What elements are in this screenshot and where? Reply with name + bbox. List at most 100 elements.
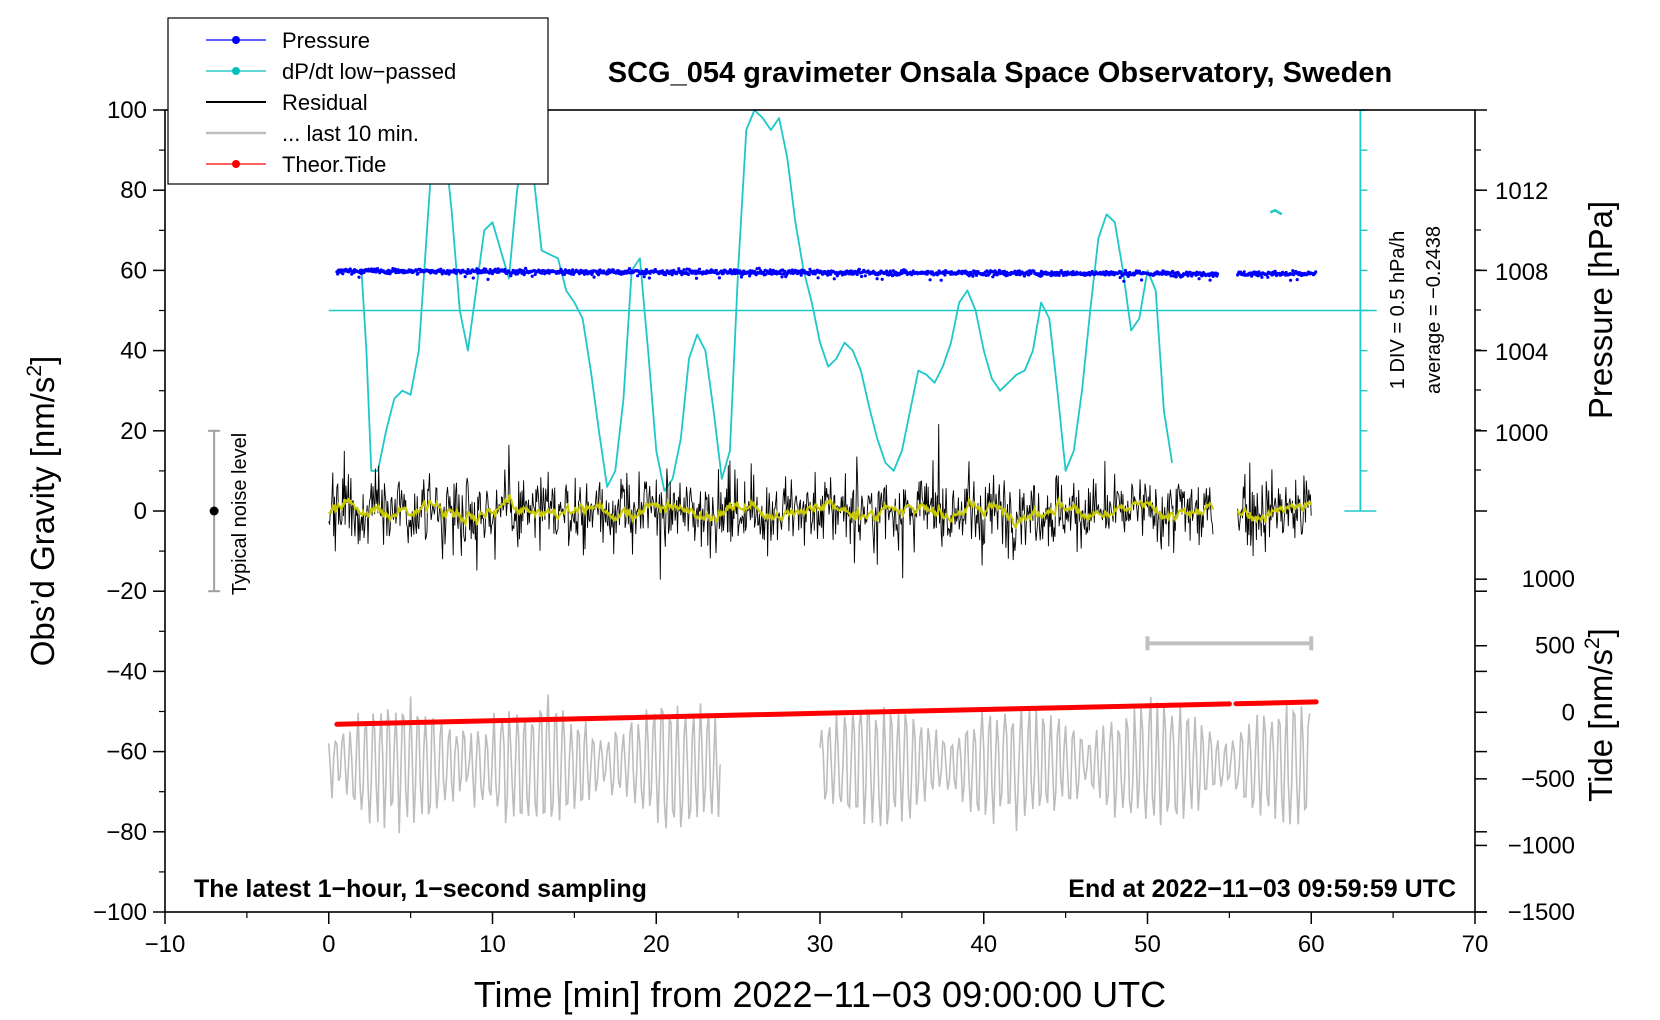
pressure-point [1174, 275, 1178, 279]
y-axis-label-tide-text: Tide [nm/s [1582, 649, 1619, 802]
residual-smoothed-line [1236, 501, 1313, 525]
pressure-point [1022, 274, 1026, 278]
x-tick-label: 60 [1298, 931, 1325, 958]
tide-series-line [334, 701, 1232, 727]
pressure-point [341, 272, 345, 276]
pressure-point [863, 274, 867, 278]
pressure-point [738, 269, 742, 273]
div-annotation: 1 DIV = 0.5 hPa/h [1387, 231, 1409, 389]
pressure-point [611, 268, 615, 272]
pressure-point [780, 275, 784, 279]
y-axis-label-tide-close: ] [1582, 628, 1619, 637]
pressure-point [799, 273, 803, 277]
x-tick-label: 70 [1462, 931, 1489, 958]
pressure-point [1215, 272, 1220, 276]
traces-layer [208, 109, 1377, 834]
y-tick-label: −40 [106, 658, 147, 685]
pressure-series [335, 266, 1220, 283]
y-axis-label-tide: Tide [nm/s2] [1581, 628, 1619, 802]
pressure-point [530, 274, 534, 278]
pressure-point [1197, 277, 1201, 281]
pressure-point [682, 268, 686, 272]
legend-swatch-dot [232, 36, 240, 44]
pressure-point [860, 274, 864, 279]
y-tick-label: 0 [134, 498, 147, 525]
legend-label: Pressure [282, 28, 370, 53]
pressure-point [880, 277, 884, 281]
pressure-point [640, 269, 644, 273]
pressure-point [739, 275, 744, 279]
legend-label: Residual [282, 90, 368, 115]
y-axis-label-gravity: Obs’d Gravity [nm/s2] [23, 356, 61, 667]
pressure-point [416, 271, 420, 275]
pressure-point [336, 272, 340, 276]
pressure-point [1062, 273, 1066, 277]
pressure-point [571, 268, 575, 272]
sampling-note: The latest 1−hour, 1−second sampling [194, 875, 647, 903]
tide-tick-label: 500 [1535, 633, 1575, 660]
end-time-note: End at 2022−11−03 09:59:59 UTC [1068, 875, 1456, 903]
pressure-point [887, 273, 891, 277]
dpdt-tail-line [1269, 208, 1283, 216]
pressure-point [439, 267, 443, 271]
y-axis-label-gravity-close: ] [24, 356, 61, 365]
x-axis-label: Time [min] from 2022−11−03 09:00:00 UTC [474, 974, 1166, 1015]
pressure-point [790, 268, 794, 272]
pressure-point [943, 273, 947, 277]
pressure-point [807, 273, 811, 277]
pressure-point [717, 276, 722, 280]
residual-smoothed-line [328, 494, 1214, 530]
tide-series-line [1233, 699, 1319, 707]
y-tick-label: −100 [93, 899, 147, 926]
y-axis-label-gravity-sup: 2 [23, 365, 46, 377]
y-tick-label: −20 [106, 578, 147, 605]
pressure-point [475, 267, 479, 271]
legend-label: dP/dt low−passed [282, 59, 456, 84]
pressure-point [764, 272, 768, 276]
pressure-point [463, 275, 467, 279]
noise-level-label: Typical noise level [229, 433, 251, 595]
y-tick-label: 60 [120, 257, 147, 284]
pressure-point [890, 274, 895, 278]
tide-tick-label: −500 [1521, 766, 1575, 793]
pressure-point [748, 274, 752, 278]
pressure-point [875, 277, 879, 281]
pressure-point [757, 266, 761, 270]
pressure-point [503, 267, 507, 272]
y-axis-label-gravity-text: Obs’d Gravity [nm/s [24, 377, 61, 667]
last10-series-line [819, 696, 1311, 832]
pressure-point [1295, 278, 1299, 282]
pressure-point [540, 271, 544, 275]
last10-series-line [328, 694, 721, 834]
pressure-point [1090, 269, 1094, 274]
pressure-point [414, 269, 419, 273]
legend-label: ... last 10 min. [282, 121, 419, 146]
pressure-point [694, 276, 699, 280]
noise-bar-dot [209, 506, 219, 516]
pressure-point [843, 272, 848, 276]
pressure-point [855, 272, 859, 277]
pressure-series [1236, 269, 1318, 282]
y-tick-label: 80 [120, 177, 147, 204]
pressure-point [627, 267, 632, 271]
pressure-point [1314, 270, 1318, 274]
pressure-point [592, 275, 596, 279]
pressure-point [778, 272, 783, 276]
y-tick-label: 100 [107, 97, 147, 124]
pressure-point [471, 276, 475, 280]
dpdt-series-line [360, 109, 1173, 492]
x-tick-label: 30 [807, 931, 834, 958]
pressure-point [714, 268, 719, 273]
pressure-point [971, 274, 975, 278]
pressure-point [1038, 272, 1042, 276]
legend-swatch-dot [232, 160, 240, 168]
legend-swatch-dot [232, 67, 240, 75]
pressure-point [1169, 274, 1173, 278]
pressure-point [642, 275, 646, 279]
tide-tick-label: 0 [1562, 699, 1575, 726]
pressure-point [878, 272, 882, 276]
y-axis-label-pressure: Pressure [hPa] [1582, 201, 1619, 419]
pressure-tick-label: 1012 [1495, 178, 1548, 205]
